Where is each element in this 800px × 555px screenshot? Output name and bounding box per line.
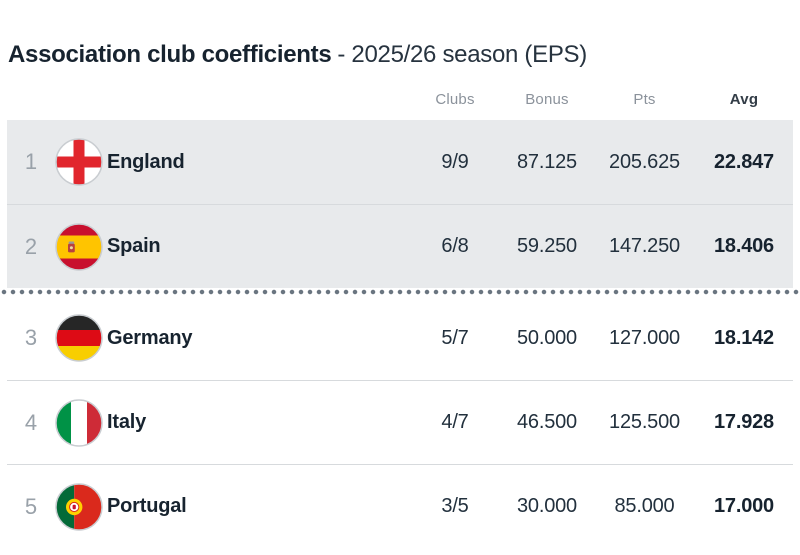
table-body: 1 England 9/9 87.125 205.625 22.847 2 Sp… xyxy=(0,120,800,548)
pts-value: 85.000 xyxy=(614,495,675,517)
country-name: England xyxy=(107,150,185,173)
country-name: Portugal xyxy=(107,495,187,517)
rank-label: 5 xyxy=(24,493,38,519)
clubs-value: 3/5 xyxy=(441,495,469,517)
page-title-suffix: - 2025/26 season (EPS) xyxy=(337,41,587,68)
country-name: Spain xyxy=(107,235,161,257)
england-flag-icon xyxy=(55,138,103,186)
header-bonus: Bonus xyxy=(525,91,569,108)
pts-value: 125.500 xyxy=(609,411,680,433)
rank-label: 2 xyxy=(24,233,38,259)
avg-value: 22.847 xyxy=(714,150,774,173)
rank-label: 3 xyxy=(24,325,38,350)
bonus-value: 50.000 xyxy=(517,326,577,349)
bonus-value: 46.500 xyxy=(517,411,577,433)
table-row-spain: 2 Spain 6/8 59.250 147.250 18.406 xyxy=(7,204,793,288)
clubs-value: 4/7 xyxy=(441,411,469,433)
clubs-value: 9/9 xyxy=(441,150,469,173)
bonus-value: 30.000 xyxy=(517,495,577,517)
bonus-value: 59.250 xyxy=(517,235,577,257)
rank-label: 4 xyxy=(24,409,38,435)
table-row-italy: 4 Italy 4/7 46.500 125.500 17.928 xyxy=(7,380,793,464)
spain-flag-icon xyxy=(55,222,103,271)
pts-value: 127.000 xyxy=(609,326,680,349)
avg-value: 18.406 xyxy=(714,235,774,257)
header-clubs: Clubs xyxy=(435,91,475,108)
pts-value: 205.625 xyxy=(609,150,680,173)
portugal-flag-icon xyxy=(55,482,103,531)
qualification-cutoff-divider xyxy=(0,288,800,296)
page-title-main: Association club coefficients xyxy=(8,41,332,68)
germany-flag-icon xyxy=(55,314,103,362)
avg-value: 18.142 xyxy=(714,326,774,349)
page-title: Association club coefficients - 2025/26 s… xyxy=(0,0,800,70)
header-pts: Pts xyxy=(633,91,656,108)
country-name: Germany xyxy=(107,326,193,349)
header-avg: Avg xyxy=(729,91,759,108)
avg-value: 17.928 xyxy=(714,411,774,433)
country-name: Italy xyxy=(107,411,147,433)
table-row-germany: 3 Germany 5/7 50.000 127.000 18.142 xyxy=(7,296,793,380)
avg-value: 17.000 xyxy=(714,495,774,517)
clubs-value: 5/7 xyxy=(441,326,469,349)
pts-value: 147.250 xyxy=(609,235,680,257)
table-row-england: 1 England 9/9 87.125 205.625 22.847 xyxy=(7,120,793,204)
clubs-value: 6/8 xyxy=(441,235,469,257)
rank-label: 1 xyxy=(24,149,38,174)
italy-flag-icon xyxy=(55,398,103,447)
table-row-portugal: 5 Portugal 3/5 30.000 85.000 17.000 xyxy=(7,464,793,548)
bonus-value: 87.125 xyxy=(517,150,577,173)
table-header-row: Clubs Bonus Pts Avg xyxy=(7,70,793,120)
